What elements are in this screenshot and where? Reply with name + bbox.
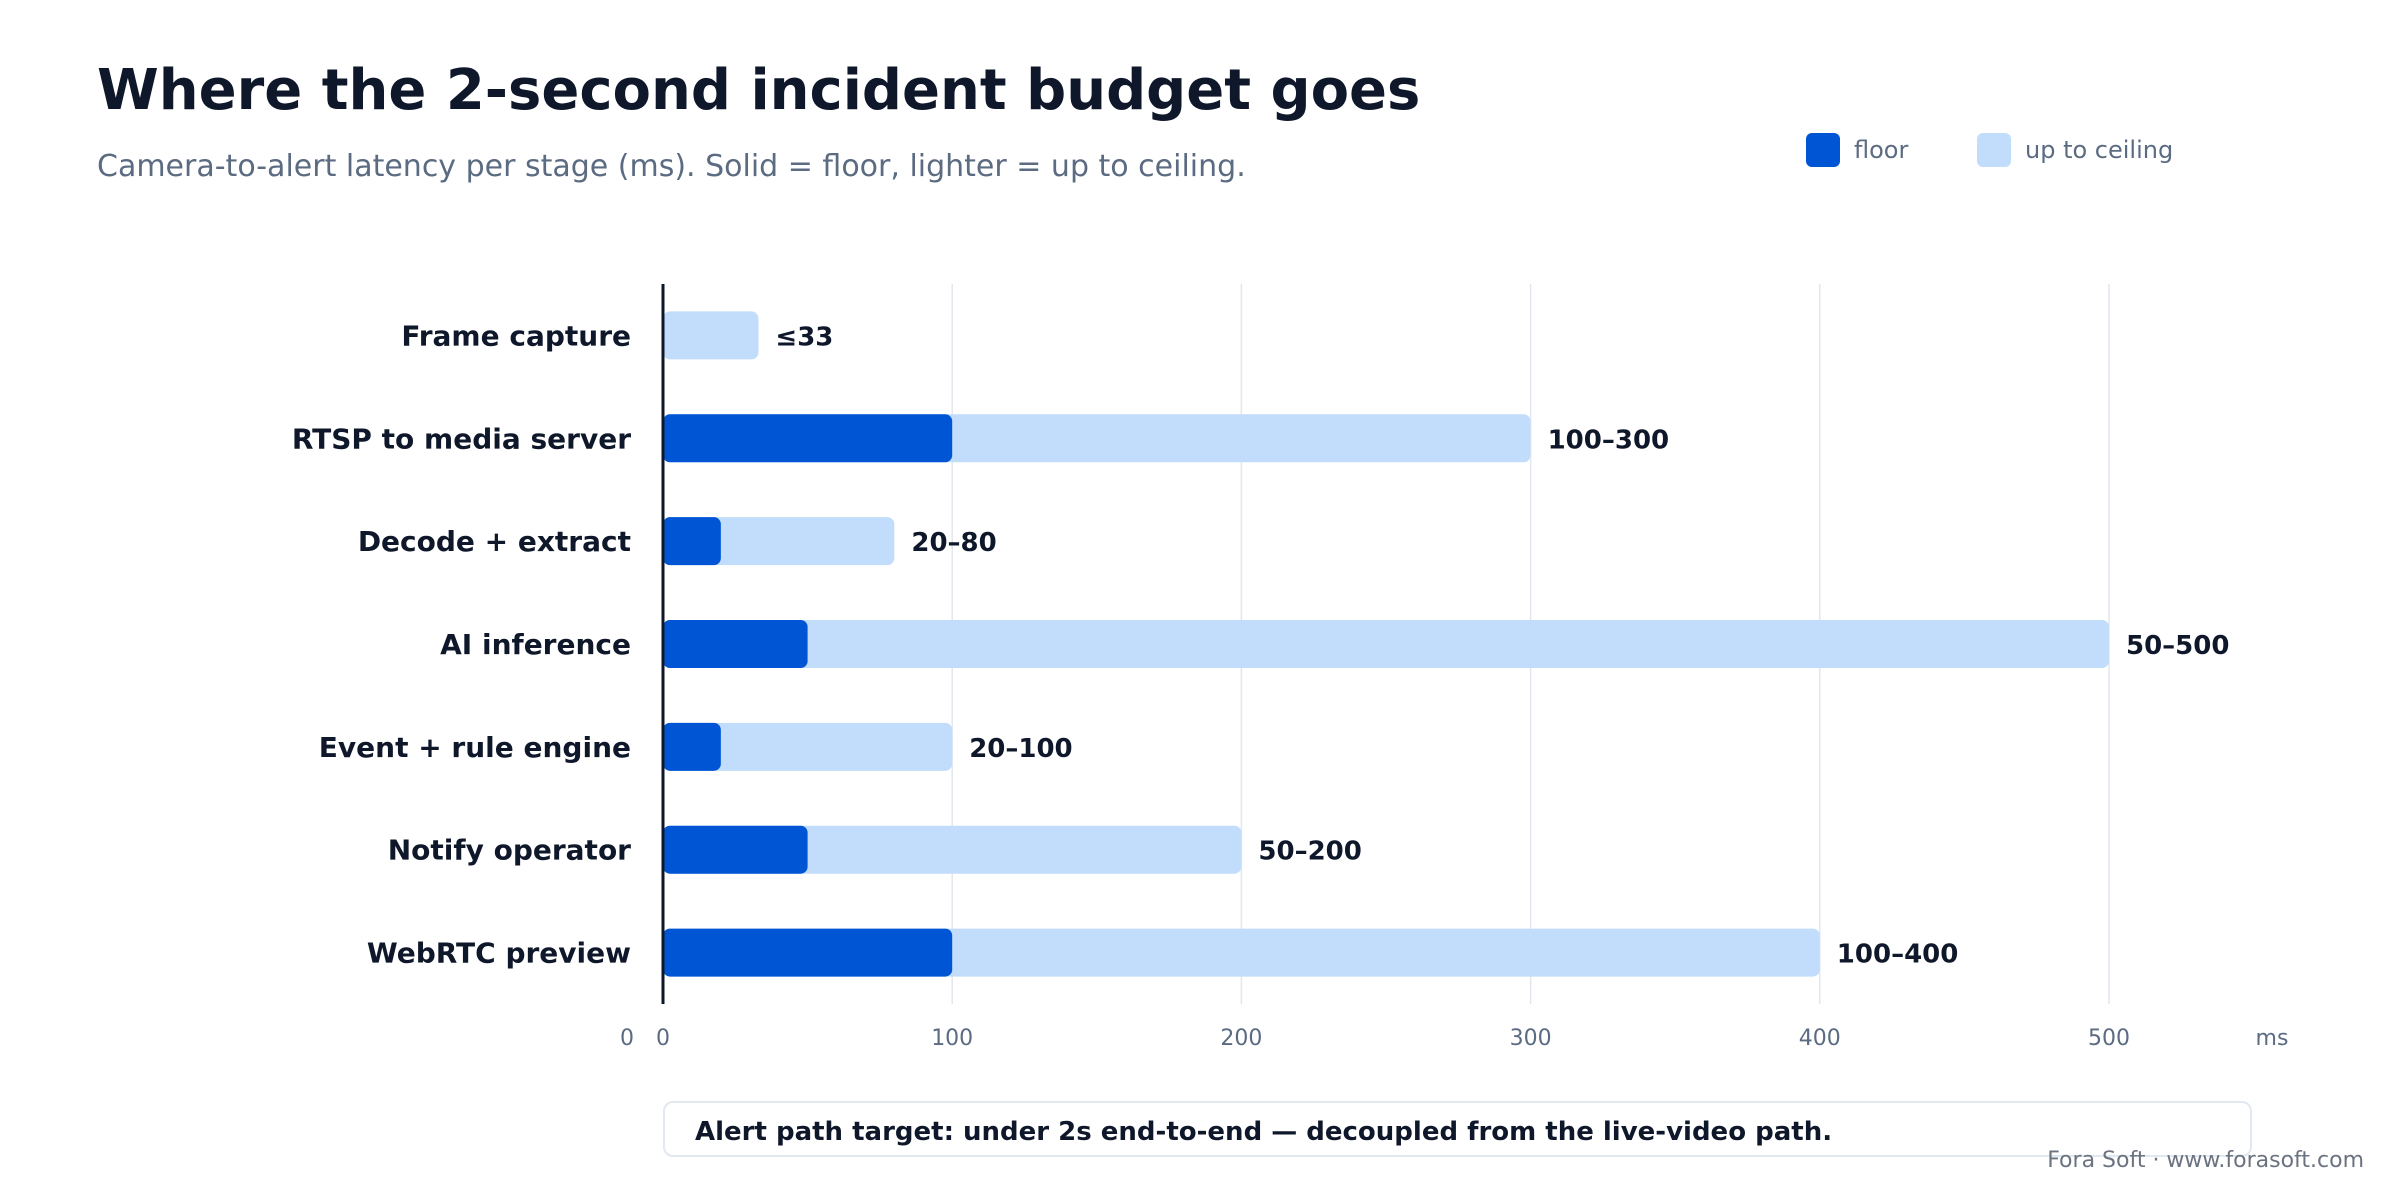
category-label-3: AI inference [440, 628, 631, 661]
note-text: Alert path target: under 2s end-to-end —… [695, 1117, 1833, 1147]
x-origin-label: 0 [620, 1026, 634, 1051]
bar-floor-1 [663, 414, 953, 463]
data-label-3: 50–500 [2126, 631, 2229, 661]
data-label-5: 50–200 [1258, 837, 1361, 867]
data-label-4: 20–100 [969, 734, 1072, 764]
x-tick-label-0: 0 [656, 1026, 670, 1051]
category-label-1: RTSP to media server [292, 422, 631, 455]
bar-ceiling-4 [663, 722, 953, 771]
category-label-0: Frame capture [401, 319, 631, 352]
x-tick-label-100: 100 [931, 1026, 973, 1051]
legend-label-floor: floor [1854, 136, 1909, 164]
data-label-0: ≤33 [775, 322, 833, 352]
category-label-4: Event + rule engine [319, 731, 631, 764]
bar-floor-2 [663, 517, 721, 566]
x-tick-label-200: 200 [1220, 1026, 1262, 1051]
legend-swatch-floor [1806, 133, 1840, 167]
x-tick-label-300: 300 [1510, 1026, 1552, 1051]
data-label-1: 100–300 [1548, 425, 1670, 455]
note-box: Alert path target: under 2s end-to-end —… [663, 1101, 2252, 1157]
chart-title: Where the 2-second incident budget goes [97, 58, 1421, 123]
category-label-6: WebRTC preview [367, 937, 631, 970]
data-label-2: 20–80 [911, 528, 996, 558]
category-label-5: Notify operator [388, 834, 631, 867]
legend-swatch-ceiling [1977, 133, 2011, 167]
bar-floor-5 [663, 825, 808, 874]
footer-credit: Fora Soft · www.forasoft.com [2047, 1148, 2364, 1173]
legend-label-ceiling: up to ceiling [2025, 136, 2174, 164]
bar-floor-4 [663, 722, 721, 771]
bar-ceiling-0 [663, 311, 759, 360]
chart-subtitle: Camera-to-alert latency per stage (ms). … [97, 149, 1246, 184]
x-tick-label-500: 500 [2088, 1026, 2130, 1051]
x-axis-unit-label: ms [2256, 1026, 2289, 1051]
category-label-2: Decode + extract [358, 525, 631, 558]
bar-ceiling-3 [663, 620, 2109, 668]
bar-floor-3 [663, 620, 808, 668]
bar-floor-6 [663, 928, 953, 977]
x-tick-label-400: 400 [1799, 1026, 1841, 1051]
data-label-6: 100–400 [1837, 940, 1959, 970]
